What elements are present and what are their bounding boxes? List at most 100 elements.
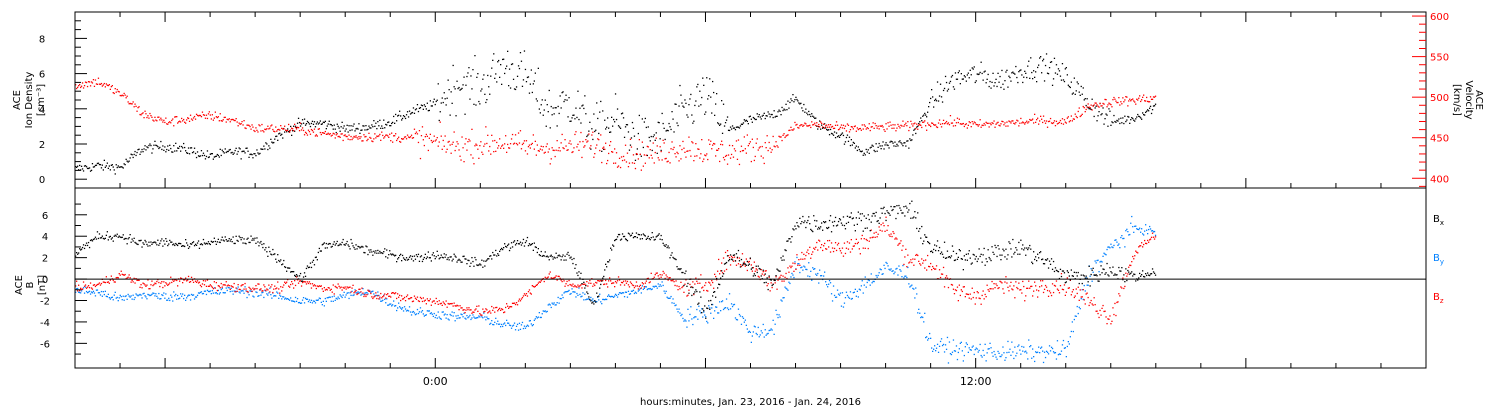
by-point — [794, 261, 796, 263]
by-point — [1134, 225, 1136, 227]
bz-point — [1034, 281, 1036, 283]
velocity-point — [972, 123, 974, 125]
bx-point — [105, 234, 107, 236]
by-point — [638, 289, 640, 291]
density-point — [364, 129, 366, 131]
velocity-point — [875, 125, 877, 127]
by-point — [623, 296, 626, 298]
density-point — [1124, 115, 1126, 117]
velocity-point — [440, 135, 442, 137]
by-point — [942, 343, 945, 346]
velocity-point — [843, 127, 846, 130]
velocity-point — [611, 151, 613, 153]
density-point — [938, 95, 941, 97]
velocity-point — [871, 126, 873, 128]
density-point — [789, 101, 791, 104]
bz-point — [714, 273, 716, 275]
velocity-point — [204, 117, 207, 119]
velocity-point — [252, 126, 254, 128]
density-point — [391, 122, 393, 125]
bz-point — [991, 280, 993, 283]
velocity-point — [864, 125, 866, 127]
by-point — [654, 285, 656, 287]
bx-point — [238, 235, 240, 237]
velocity-point — [1035, 121, 1037, 123]
density-point — [1025, 72, 1027, 74]
by-point — [823, 275, 825, 277]
velocity-point — [362, 140, 364, 142]
bz-point — [1096, 310, 1098, 312]
bx-point — [676, 266, 678, 268]
velocity-point — [803, 124, 805, 126]
velocity-point — [974, 122, 976, 124]
bz-point — [853, 245, 855, 247]
velocity-point — [867, 127, 869, 130]
bz-point — [1093, 297, 1095, 299]
velocity-point — [1099, 102, 1101, 104]
bx-point — [299, 272, 302, 275]
bz-point — [978, 297, 980, 299]
bx-point — [685, 270, 687, 272]
bz-point — [207, 285, 210, 287]
bx-point — [633, 236, 636, 238]
bz-point — [705, 282, 707, 284]
bz-point — [559, 277, 561, 279]
by-point — [396, 309, 398, 312]
velocity-point — [137, 107, 139, 109]
by-point — [283, 296, 285, 298]
bx-point — [596, 292, 598, 294]
density-point — [477, 73, 479, 75]
density-point — [510, 63, 513, 66]
by-point — [703, 311, 705, 313]
bz-point — [102, 281, 104, 283]
by-point — [841, 292, 844, 294]
density-point — [506, 65, 508, 67]
velocity-point — [1027, 122, 1029, 124]
bx-point — [415, 254, 418, 256]
bx-point — [261, 243, 263, 246]
velocity-point — [672, 148, 674, 151]
by-point — [363, 293, 365, 296]
by-point — [987, 348, 989, 350]
density-point — [505, 67, 507, 70]
by-point — [140, 294, 142, 296]
bz-point — [924, 267, 926, 269]
by-point — [872, 280, 874, 283]
bz-point — [328, 287, 330, 289]
bz-point — [987, 289, 989, 291]
velocity-point — [1032, 118, 1034, 120]
by-point — [1114, 239, 1116, 241]
velocity-point — [271, 124, 273, 126]
bz-point — [916, 253, 918, 256]
bz-point — [905, 248, 907, 250]
bx-point — [620, 238, 623, 240]
by-point — [186, 297, 188, 299]
velocity-point — [79, 83, 81, 86]
bx-point — [615, 238, 618, 240]
bz-point — [189, 281, 192, 283]
velocity-point — [842, 124, 845, 126]
bz-point — [945, 275, 948, 277]
bz-point — [964, 296, 966, 298]
by-point — [395, 305, 397, 307]
density-point — [985, 82, 987, 84]
by-point — [783, 297, 785, 299]
by-point — [835, 296, 838, 298]
velocity-point — [1105, 99, 1107, 101]
bx-point — [447, 257, 449, 259]
bx-point — [319, 250, 321, 252]
bz-point — [697, 282, 699, 284]
by-point — [288, 298, 290, 301]
velocity-point — [533, 148, 535, 150]
velocity-point — [1074, 113, 1076, 115]
bz-point — [1027, 287, 1029, 289]
velocity-point — [898, 125, 900, 127]
bz-point — [195, 281, 198, 283]
by-point — [501, 323, 503, 326]
bx-point — [483, 260, 485, 262]
bx-point — [163, 240, 165, 242]
density-point — [627, 131, 630, 133]
bx-point — [452, 258, 454, 260]
density-point — [167, 145, 169, 147]
density-point — [109, 169, 111, 171]
